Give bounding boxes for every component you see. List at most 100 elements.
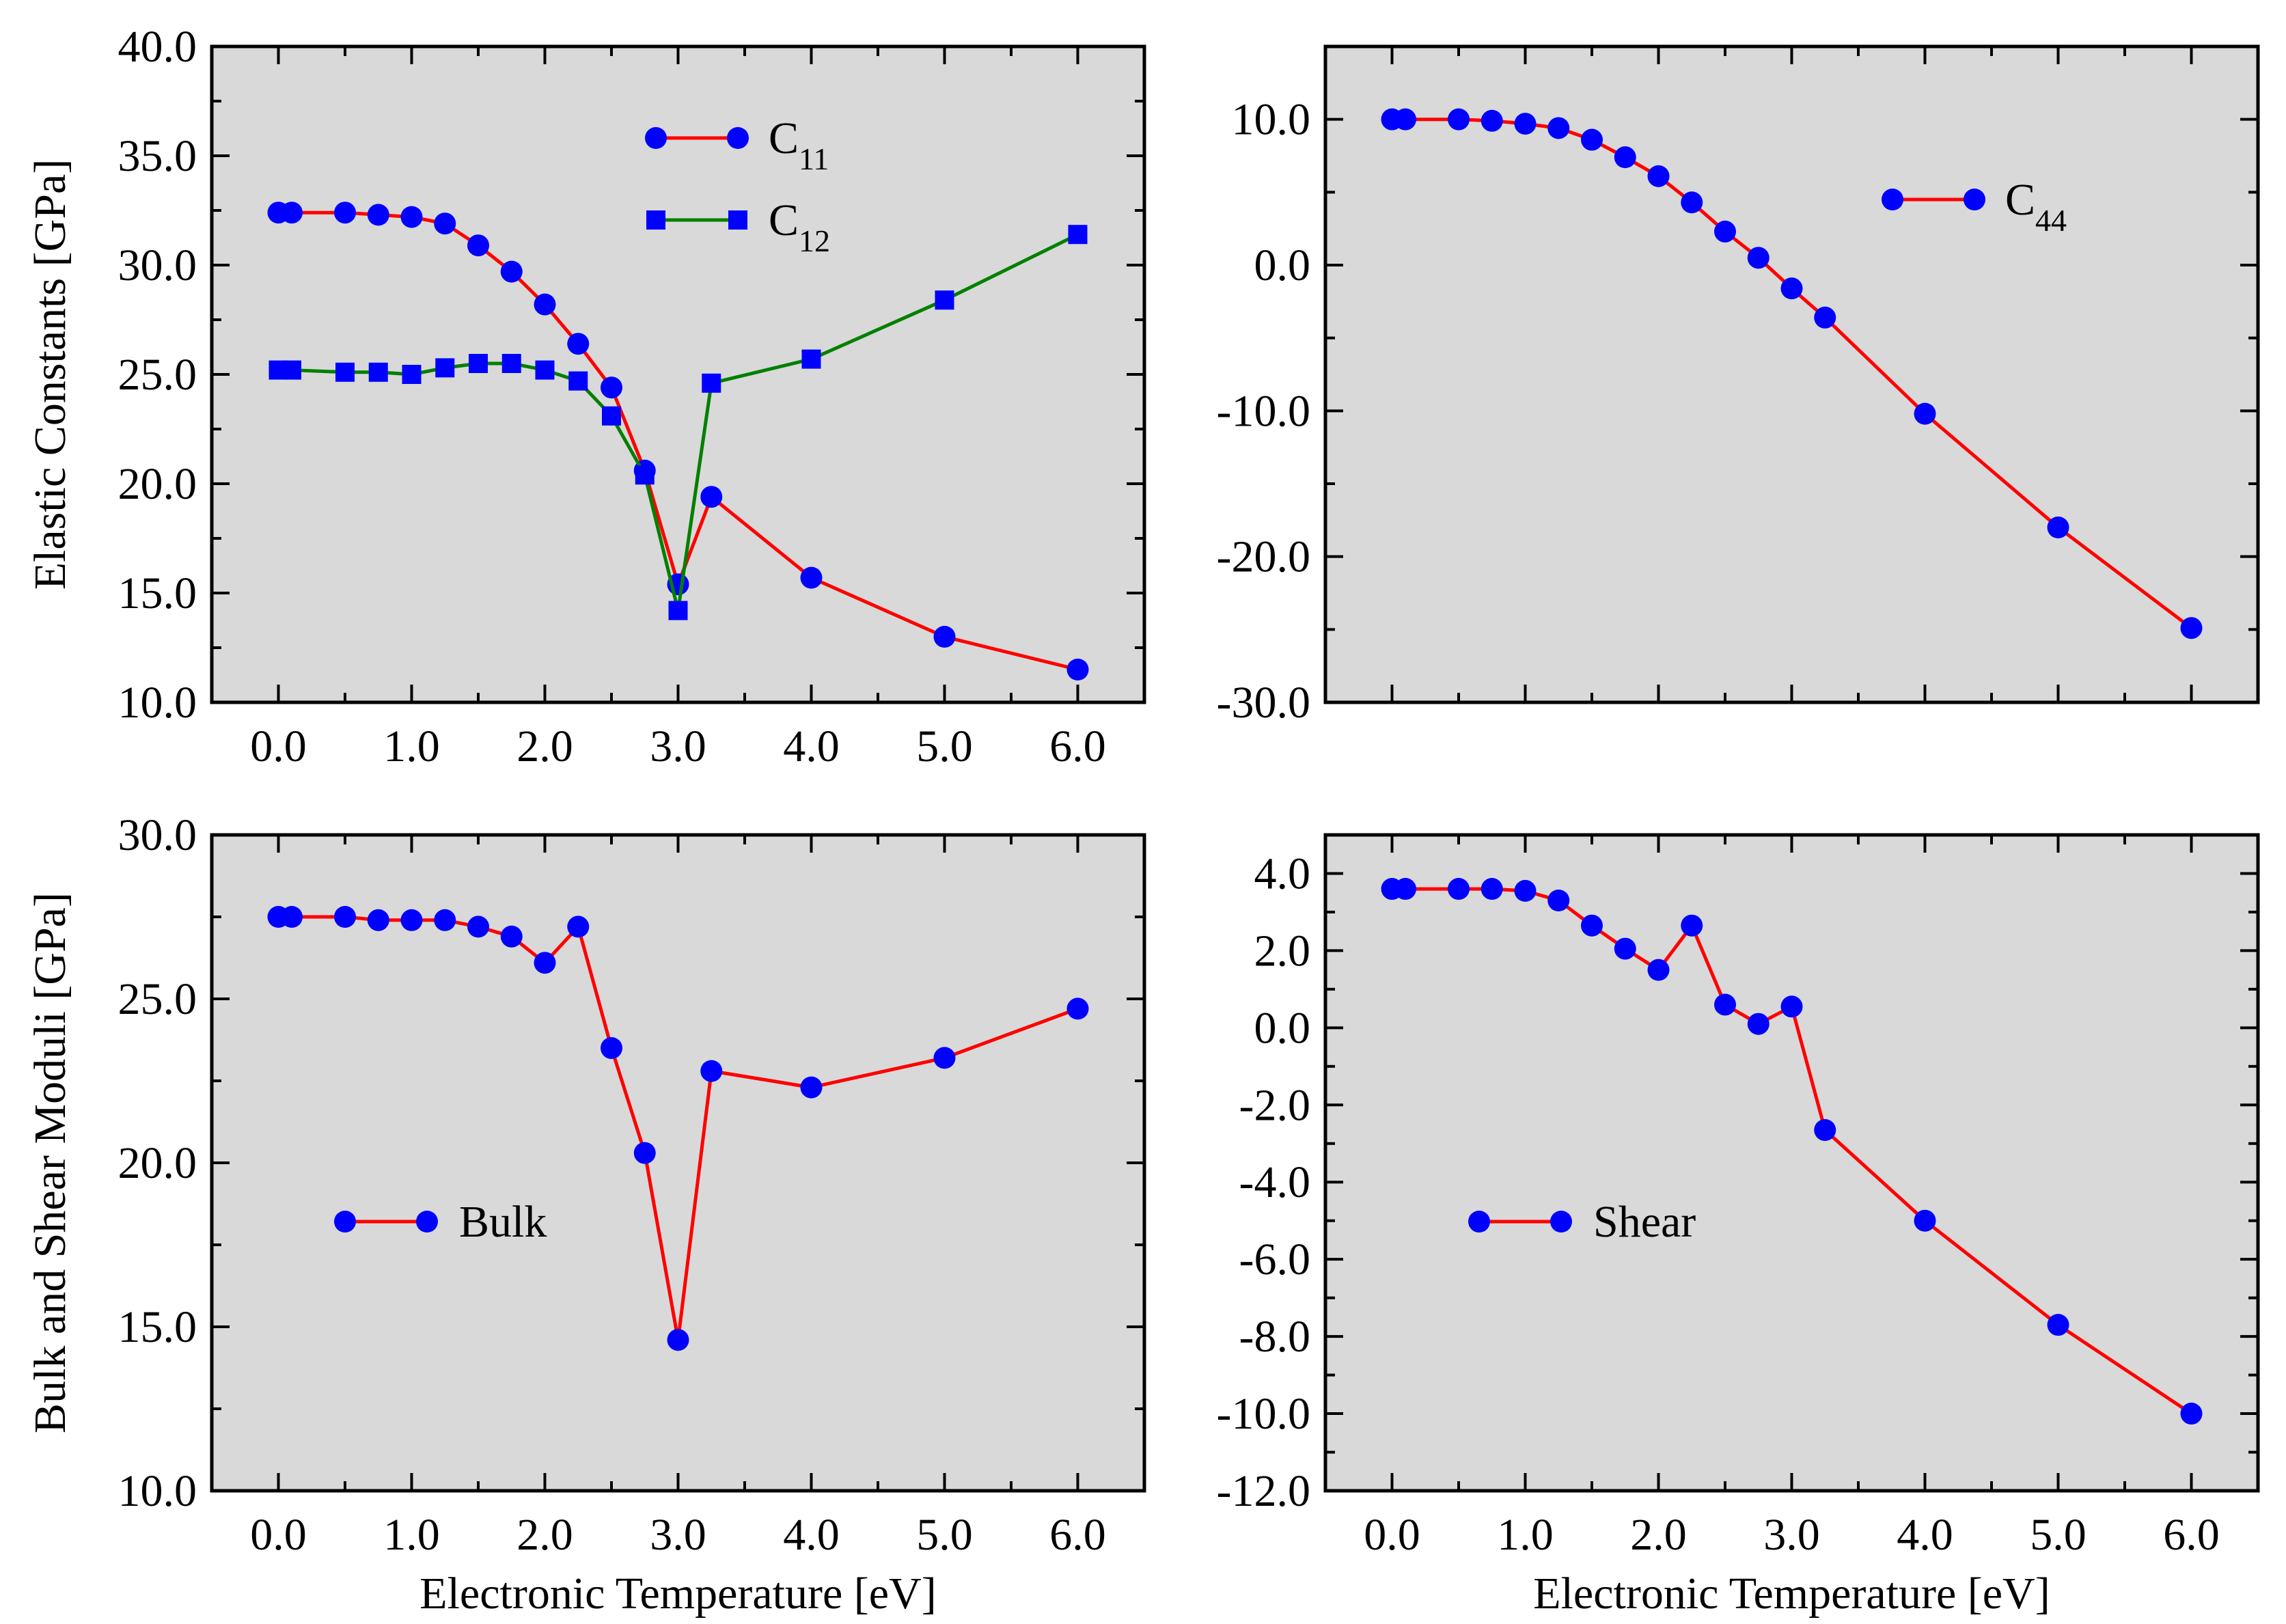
data-point bbox=[933, 1047, 956, 1069]
data-point bbox=[282, 360, 301, 380]
plot-frame bbox=[1323, 833, 2260, 1493]
y-tick-label: -8.0 bbox=[1239, 1312, 1310, 1362]
data-point bbox=[567, 333, 590, 355]
data-point bbox=[534, 293, 556, 316]
data-point bbox=[700, 1060, 723, 1082]
data-point bbox=[2180, 617, 2203, 639]
x-tick-label: 1.0 bbox=[1497, 1510, 1554, 1560]
data-point bbox=[1614, 937, 1636, 960]
data-point bbox=[1514, 113, 1537, 135]
data-point bbox=[1747, 1013, 1769, 1035]
data-point bbox=[2180, 1403, 2203, 1425]
data-point bbox=[933, 626, 956, 648]
legend-label: Bulk bbox=[459, 1197, 547, 1247]
x-tick-label: 5.0 bbox=[916, 721, 973, 771]
y-axis-label: Elastic Constants [GPa] bbox=[25, 159, 75, 590]
data-point bbox=[1681, 191, 1703, 214]
x-tick-label: 1.0 bbox=[383, 1510, 440, 1560]
y-tick-label: 0.0 bbox=[1254, 240, 1311, 290]
x-tick-label: 3.0 bbox=[650, 721, 706, 771]
x-tick-label: 2.0 bbox=[517, 721, 573, 771]
x-tick-label: 2.0 bbox=[517, 1510, 573, 1560]
data-point bbox=[334, 906, 356, 928]
series-Shear bbox=[1381, 878, 2203, 1425]
y-tick-label: 20.0 bbox=[118, 1138, 197, 1188]
data-point bbox=[1814, 1119, 1836, 1141]
data-point bbox=[1514, 879, 1537, 902]
plot-frame bbox=[210, 833, 1146, 1493]
chart-panel-shear-modulus: 0.0 1.0 2.0 3.0 4.0 5.0 6.0 -12.0 -10.0 -8.0 -6.0 -… bbox=[1217, 833, 2260, 1619]
data-point bbox=[435, 358, 455, 378]
data-point bbox=[1066, 659, 1089, 680]
data-point bbox=[500, 925, 523, 948]
chart-panel-elastic-c44: -30.0 -20.0 -10.0 0.0 10.0 C44 bbox=[1217, 44, 2260, 728]
legend-label-subscript: 11 bbox=[799, 141, 829, 176]
y-tick-label: 35.0 bbox=[118, 131, 197, 181]
data-point bbox=[1448, 108, 1470, 130]
data-point bbox=[2047, 1314, 2069, 1336]
legend-marker bbox=[728, 210, 747, 230]
data-point bbox=[800, 566, 823, 589]
data-point bbox=[1780, 995, 1803, 1018]
legend-entry-C44: C44 bbox=[1882, 175, 2067, 238]
data-point bbox=[1681, 914, 1703, 937]
data-point bbox=[1780, 277, 1803, 300]
legend-entry-C11: C11 bbox=[645, 113, 829, 176]
legend-label-subscript: 12 bbox=[799, 223, 830, 258]
data-point bbox=[633, 1142, 656, 1164]
y-tick-label: 2.0 bbox=[1254, 926, 1311, 976]
data-point bbox=[1914, 402, 1936, 425]
y-tick-label: 25.0 bbox=[118, 974, 197, 1024]
x-tick-label: 4.0 bbox=[783, 721, 840, 771]
y-tick-label: 30.0 bbox=[118, 810, 197, 860]
x-tick-label: 4.0 bbox=[1897, 1510, 1953, 1560]
data-point bbox=[500, 260, 523, 283]
x-tick-label: 3.0 bbox=[1763, 1510, 1820, 1560]
x-axis-label: Electronic Temperature [eV] bbox=[1533, 1569, 2050, 1619]
x-tick-label: 0.0 bbox=[250, 1510, 307, 1560]
y-tick-label: 20.0 bbox=[118, 459, 197, 509]
legend-label-main: C bbox=[2005, 175, 2035, 225]
data-point bbox=[281, 202, 303, 224]
x-tick-label: 3.0 bbox=[650, 1510, 706, 1560]
y-tick-label: 10.0 bbox=[118, 678, 197, 728]
data-point bbox=[602, 406, 621, 426]
legend-marker bbox=[646, 210, 665, 230]
y-tick-label: -12.0 bbox=[1217, 1466, 1310, 1516]
chart-panel-bulk-modulus: 0.0 1.0 2.0 3.0 4.0 5.0 6.0 10.0 15.0 20.0 25.0 30.… bbox=[25, 810, 1146, 1619]
x-tick-label: 5.0 bbox=[2030, 1510, 2087, 1560]
data-point bbox=[368, 362, 388, 382]
data-point bbox=[1647, 959, 1670, 981]
x-tick-label: 4.0 bbox=[783, 1510, 840, 1560]
x-tick-label: 6.0 bbox=[1049, 1510, 1106, 1560]
y-tick-label: -30.0 bbox=[1217, 678, 1310, 728]
x-tick-label: 6.0 bbox=[1049, 721, 1106, 771]
legend-label: C12 bbox=[769, 195, 830, 258]
data-point bbox=[2047, 517, 2069, 538]
x-tick-label: 5.0 bbox=[916, 1510, 973, 1560]
data-point bbox=[1394, 878, 1416, 900]
data-point bbox=[367, 204, 389, 226]
data-point bbox=[534, 952, 556, 974]
data-point bbox=[635, 465, 655, 485]
series-C44 bbox=[1381, 108, 2203, 639]
data-point bbox=[1481, 878, 1503, 900]
data-point bbox=[467, 916, 489, 938]
y-tick-label: 15.0 bbox=[118, 1302, 197, 1352]
data-point bbox=[1647, 165, 1670, 187]
x-tick-label: 0.0 bbox=[250, 721, 307, 771]
legend-label-main: Shear bbox=[1593, 1197, 1696, 1247]
data-point bbox=[800, 1076, 823, 1099]
y-tick-label: 30.0 bbox=[118, 240, 197, 290]
data-point bbox=[568, 371, 588, 391]
data-point bbox=[434, 212, 456, 235]
y-tick-label: 15.0 bbox=[118, 568, 197, 618]
data-point bbox=[1747, 247, 1769, 269]
data-point bbox=[367, 909, 389, 931]
x-tick-label: 0.0 bbox=[1364, 1510, 1420, 1560]
legend-marker bbox=[1468, 1211, 1490, 1233]
data-point bbox=[1481, 109, 1503, 132]
x-tick-label: 6.0 bbox=[2163, 1510, 2220, 1560]
plot-background bbox=[1325, 835, 2258, 1491]
